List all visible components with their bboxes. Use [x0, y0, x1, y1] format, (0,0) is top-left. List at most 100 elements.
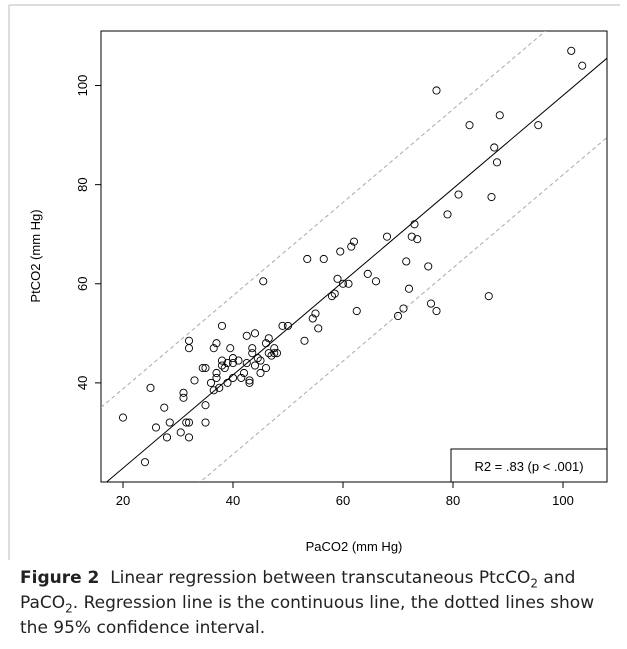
- data-point: [407, 232, 416, 241]
- data-point: [267, 351, 276, 360]
- r2-annotation: R2 = .83 (p < .001): [474, 459, 583, 474]
- scatter-chart: 20 40 60 80 100 40 60 80 100 R2 = .83 (p < .001…: [8, 4, 620, 560]
- y-axis-label: PtCO2 (mm Hg): [28, 209, 43, 302]
- data-point: [228, 359, 238, 368]
- data-point: [146, 383, 155, 392]
- data-point: [311, 309, 320, 318]
- data-point: [206, 378, 216, 387]
- caption-text-post: . Regression line is the continuous line…: [20, 593, 595, 638]
- plot-area-border: [100, 30, 608, 483]
- data-point: [410, 220, 419, 229]
- data-point: [261, 339, 271, 348]
- data-point: [333, 274, 342, 283]
- data-point: [393, 311, 403, 321]
- data-point: [184, 418, 194, 427]
- data-point: [165, 418, 174, 427]
- data-point: [228, 354, 238, 363]
- data-point: [492, 158, 502, 167]
- data-point: [270, 344, 279, 353]
- x-tick-label: 100: [552, 493, 574, 508]
- data-point: [212, 339, 221, 348]
- y-tick-label: 40: [75, 376, 90, 390]
- data-point: [198, 363, 207, 373]
- data-point: [336, 247, 345, 256]
- data-point: [250, 361, 260, 370]
- data-point: [184, 344, 194, 353]
- data-point: [371, 277, 381, 286]
- data-point: [278, 321, 287, 330]
- data-point: [140, 458, 150, 467]
- x-tick-label: 80: [446, 493, 460, 508]
- data-point: [264, 349, 273, 358]
- data-point: [404, 284, 414, 293]
- x-axis-label: PaCO2 (mm Hg): [306, 539, 403, 554]
- data-point: [327, 292, 337, 301]
- data-point: [245, 378, 254, 387]
- x-tick-label: 60: [336, 493, 350, 508]
- data-point: [426, 299, 436, 308]
- data-point: [432, 306, 441, 316]
- ci-upper-line: [101, 31, 547, 408]
- data-point: [484, 292, 493, 301]
- regression-line: [105, 57, 607, 482]
- data-point: [349, 237, 359, 246]
- data-point: [402, 257, 411, 266]
- data-point: [160, 403, 169, 412]
- data-point: [242, 331, 251, 340]
- data-point: [487, 192, 496, 202]
- caption-text-pre: Linear regression between transcutaneous…: [110, 568, 531, 588]
- data-point: [217, 321, 227, 330]
- data-point: [261, 363, 271, 373]
- data-point: [182, 418, 191, 427]
- data-point: [399, 304, 408, 313]
- data-point: [223, 378, 232, 387]
- data-point: [303, 254, 312, 264]
- data-point: [319, 254, 328, 264]
- y-tick-label: 80: [75, 177, 90, 191]
- figure-caption: Figure 2 Linear regression between trans…: [20, 566, 620, 641]
- annotation-box: [450, 448, 608, 483]
- data-point: [226, 344, 235, 353]
- data-point: [248, 344, 257, 353]
- data-point: [176, 428, 185, 437]
- data-point: [228, 373, 238, 382]
- data-point: [209, 386, 218, 395]
- data-point: [220, 363, 229, 373]
- data-point: [201, 363, 210, 373]
- caption-sub-2: 2: [65, 601, 73, 616]
- data-point: [490, 143, 499, 152]
- data-point: [253, 354, 262, 363]
- data-point: [454, 190, 463, 199]
- data-point: [212, 368, 221, 378]
- data-point: [363, 269, 372, 278]
- data-point: [256, 368, 265, 378]
- data-point: [308, 314, 317, 323]
- data-point: [256, 356, 265, 365]
- y-tick-label: 60: [75, 277, 90, 291]
- data-point: [424, 262, 433, 271]
- data-point: [330, 289, 339, 298]
- data-point: [184, 336, 194, 345]
- data-point: [314, 324, 323, 333]
- data-point: [264, 334, 273, 343]
- data-point: [179, 388, 188, 397]
- data-point: [118, 413, 128, 422]
- data-point: [578, 61, 587, 70]
- data-point: [465, 121, 474, 130]
- x-tick-label: 20: [116, 493, 130, 508]
- data-point: [162, 433, 172, 442]
- data-point: [190, 376, 199, 385]
- data-point: [382, 232, 392, 241]
- data-point: [184, 433, 194, 442]
- ci-lower-line: [199, 137, 607, 482]
- data-point: [248, 349, 257, 358]
- data-point: [201, 418, 210, 427]
- data-point: [443, 210, 452, 219]
- data-point: [201, 401, 210, 410]
- data-point: [209, 344, 218, 353]
- data-point: [259, 277, 268, 286]
- data-point: [234, 356, 243, 365]
- data-point: [223, 359, 232, 368]
- data-point: [352, 306, 361, 316]
